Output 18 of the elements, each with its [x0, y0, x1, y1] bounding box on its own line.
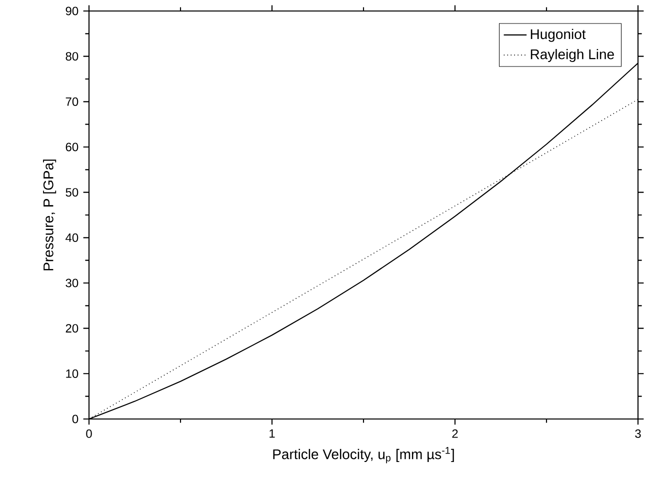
- x-tick-label: 2: [452, 429, 458, 438]
- y-tick-label: 0: [72, 414, 78, 424]
- x-axis-title: Particle Velocity, u$_{p}$ [mm µs$^{-1}$]: [273, 447, 454, 464]
- y-tick-label: 50: [66, 188, 78, 197]
- y-tick-label: 90: [66, 6, 78, 16]
- x-tick-label: 3: [635, 429, 641, 438]
- y-tick-label: 40: [66, 233, 78, 242]
- x-tick-label: 0: [86, 429, 92, 438]
- y-axis-title: Pressure, P [GPa]: [43, 160, 56, 270]
- legend-label: Rayleigh Line: [530, 48, 614, 62]
- y-tick-label: 60: [66, 142, 78, 152]
- y-tick-label: 10: [66, 369, 78, 378]
- y-tick-label: 80: [66, 52, 78, 61]
- legend-label: Hugoniot: [530, 28, 586, 42]
- y-tick-label: 20: [66, 324, 78, 333]
- y-tick-label: 30: [66, 278, 78, 288]
- x-tick-label: 1: [270, 429, 275, 438]
- y-tick-label: 70: [66, 97, 78, 106]
